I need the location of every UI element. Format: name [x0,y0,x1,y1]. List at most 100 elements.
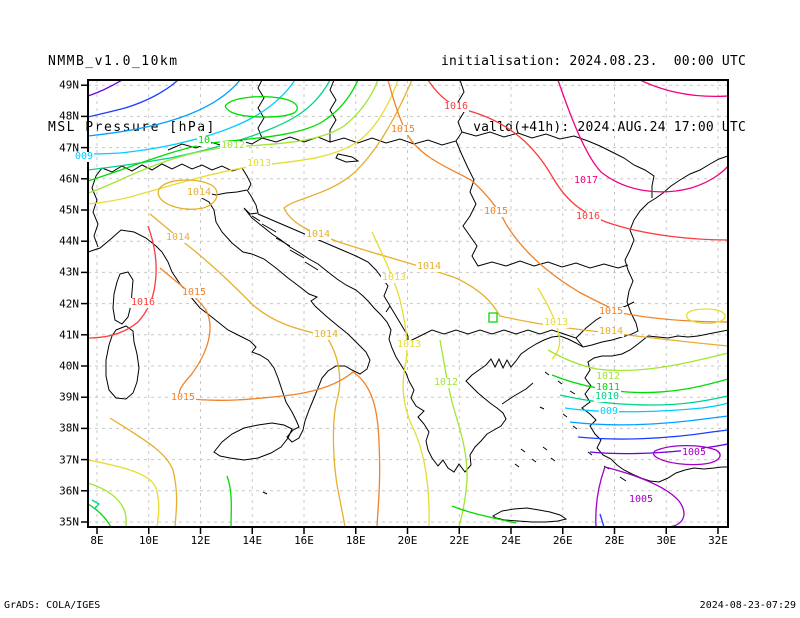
isobar-1011-east [551,374,727,394]
lat-tick-label: 36N [59,484,79,498]
isobar-1007-speck [599,513,605,526]
lon-tick-label: 30E [656,534,677,547]
lon-tick-label: 8E [90,534,104,547]
isobar-label-1015: 1015 [169,392,197,403]
isobar-1012-east [547,349,727,372]
lat-tick-label: 45N [59,203,79,217]
isobar-1013-sw [89,459,160,526]
lat-tick-label: 38N [59,421,79,435]
isobar-1010-speck [91,499,101,510]
isobar-1010 [89,81,331,171]
coastlines-borders [89,81,727,523]
isobar-label-1014: 1014 [185,187,213,198]
grads-credit: GrADS: COLA/IGES [4,600,101,611]
isobar-1014-sw [109,417,178,526]
lat-tick-label: 46N [59,172,79,186]
lon-tick-label: 12E [190,534,211,547]
isobar-label-1015: 1015 [597,306,625,317]
isobar-label-1013: 1013 [380,272,408,283]
isobar-1011-alps-loop [224,96,298,118]
header-left: NMMB_v1.0_10km MSL Pressure [hPa] [48,7,216,183]
lon-tick-label: 20E [397,534,418,547]
isobar-label-1010: 1010 [593,391,621,402]
lat-tick-label: 37N [59,453,79,467]
lat-tick-label: 48N [59,109,79,123]
lat-tick-label: 35N [59,515,79,529]
lon-tick-label: 22E [449,534,470,547]
isobar-label-1016: 1016 [129,297,157,308]
header-right: initialisation: 2024.08.23. 00:00 UTC va… [441,7,746,183]
lon-tick-label: 32E [708,534,728,547]
isobar-label-1014: 1014 [304,229,332,240]
isobar-label-1013: 1013 [395,339,423,350]
isobar-1017-a [557,81,727,193]
isobar-1012-sw [89,482,127,526]
isobar-1015-tyrrhenian [159,267,381,526]
isobar-1005-loop1 [652,444,721,466]
isobar-1009-east [564,402,727,413]
lon-tick-label: 10E [138,534,159,547]
isobar-1007 [89,81,178,118]
isobar-1011-speck [488,312,498,323]
model-title: NMMB_v1.0_10km [48,54,179,69]
isobar-label-1016: 1016 [442,101,470,112]
isobar-label-1016: 1016 [574,211,602,222]
isobar-label-1015: 1015 [180,287,208,298]
isobar-1013-pocket [685,308,726,325]
lon-tick-label: 26E [552,534,573,547]
isobar-label-1015: 1015 [389,124,417,135]
isobar-label-1014: 1014 [164,232,192,243]
lon-tick-label: 28E [604,534,625,547]
creation-timestamp: 2024-08-23-07:29 [699,600,796,611]
isobar-label-1009: 009 [598,406,620,417]
lon-tick-label: 24E [501,534,521,547]
isobar-label-1014: 1014 [312,329,340,340]
lat-tick-label: 43N [59,265,79,279]
valid-time-label: valld(+41h): 2024.AUG.24 17:00 UTC [473,120,746,135]
axis-ticks [81,84,719,534]
init-time-label: initialisation: 2024.08.23. 00:00 UTC [440,54,746,69]
isobar-1009 [89,81,296,155]
lat-tick-label: 47N [59,141,79,155]
isobar-1015-main [387,81,727,323]
isobar-label-1009: 009 [73,151,95,162]
lat-tick-label: 44N [59,234,79,248]
isobar-label-1011: 1011 [594,382,622,393]
isobar-1010-east [559,394,727,406]
isobar-1014-piedmont-loop [157,179,218,210]
isobar-1008 [89,81,240,137]
lat-tick-label: 42N [59,297,79,311]
isobar-1014-italy [149,213,346,526]
isobar-1011 [89,81,359,182]
isobar-1017-b [640,81,727,98]
isobar-1013-aegean [537,287,561,360]
field-title: MSL Pressure [hPa] [48,120,216,135]
isobar-1006 [89,81,122,97]
isobar-label-1012: 1012 [219,140,247,151]
isobar-1012-ionian [439,339,468,526]
isobar-label-1011: 10 [196,135,212,146]
lon-tick-label: 14E [242,534,263,547]
isobar-1011-crete [451,505,517,524]
isobar-label-1014: 1014 [415,261,443,272]
isobar-label-1013: 1013 [542,317,570,328]
lon-tick-label: 16E [294,534,314,547]
isobar-1011-sw [89,503,112,526]
lat-tick-label: 49N [59,78,79,92]
isobar-1005-loop2 [604,466,685,526]
lon-tick-label: 18E [345,534,366,547]
lat-tick-label: 40N [59,359,79,373]
lat-tick-label: 41N [59,328,79,342]
isobar-label-1015: 1015 [482,206,510,217]
isobar-label-1005: 1005 [627,494,655,505]
isobar-1008-east [569,415,727,426]
isobar-1016-italy [89,225,157,339]
lat-tick-label: 39N [59,390,79,404]
isobar-label-1012: 1012 [594,371,622,382]
isobar-1007-east [577,429,727,440]
isobar-1005-loop2b [595,466,606,526]
isobar-1011-sw2 [226,475,232,526]
isobar-label-1017: 1017 [572,175,600,186]
